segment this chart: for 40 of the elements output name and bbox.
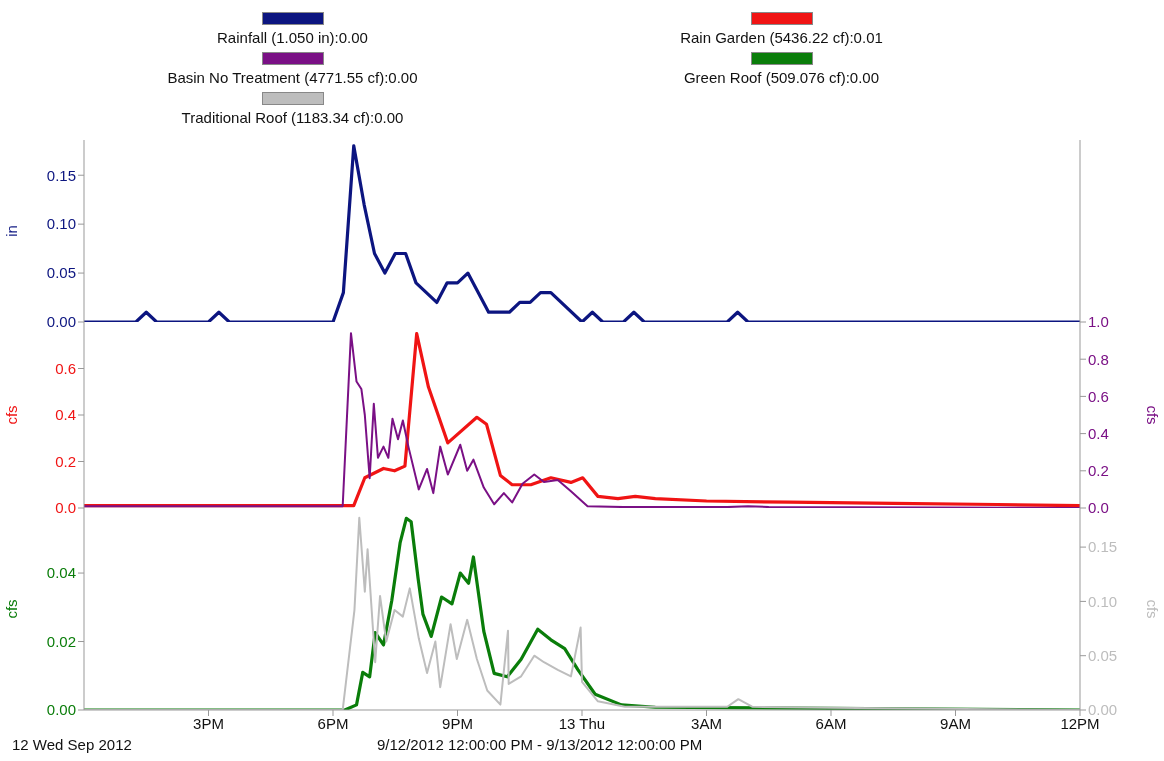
x-tick-label: 9AM bbox=[940, 714, 971, 732]
y-tick-label: 0.00 bbox=[46, 701, 76, 719]
x-tick-label: 13 Thu bbox=[558, 714, 606, 732]
y2-tick-label: 1.0 bbox=[1088, 313, 1109, 331]
y-tick-label: 0.10 bbox=[46, 215, 76, 233]
x-tick-label: 6PM bbox=[317, 714, 349, 732]
y-tick-label: 0.2 bbox=[55, 452, 76, 470]
y2-tick-label: 0.10 bbox=[1088, 592, 1118, 610]
y-axis-title: cfs bbox=[3, 599, 21, 619]
line-series bbox=[84, 144, 1080, 322]
legend-label: Basin No Treatment (4771.55 cf):0.00 bbox=[167, 69, 418, 86]
legend-label: Green Roof (509.076 cf):0.00 bbox=[683, 69, 880, 86]
legend-label: Rainfall (1.050 in):0.00 bbox=[217, 29, 368, 46]
y-axis-title: in bbox=[3, 225, 21, 237]
y-tick-label: 0.0 bbox=[55, 499, 76, 517]
y-tick-label: 0.00 bbox=[46, 313, 76, 331]
y2-tick-label: 0.8 bbox=[1088, 350, 1109, 368]
y2-tick-label: 0.05 bbox=[1088, 647, 1118, 665]
y-tick-label: 0.02 bbox=[46, 632, 76, 650]
y2-tick-label: 0.4 bbox=[1088, 424, 1109, 442]
y2-tick-label: 0.15 bbox=[1088, 538, 1118, 556]
x-tick-label: 6AM bbox=[815, 714, 847, 732]
y-axis-title: cfs bbox=[3, 405, 21, 425]
y-tick-label: 0.04 bbox=[46, 564, 76, 582]
legend-label: Traditional Roof (1183.34 cf):0.00 bbox=[181, 109, 404, 126]
y2-tick-label: 0.0 bbox=[1088, 499, 1109, 517]
y-tick-label: 0.4 bbox=[55, 406, 76, 424]
y-tick-label: 0.6 bbox=[55, 359, 76, 377]
text: 9/12/2012 12:00:00 PM - 9/13/2012 12:00:00 PM bbox=[377, 736, 703, 753]
y2-tick-label: 0.2 bbox=[1088, 462, 1109, 480]
text: 12 Wed Sep 2012 bbox=[11, 736, 133, 753]
y2-tick-label: 0.6 bbox=[1088, 387, 1109, 405]
y-tick-label: 0.05 bbox=[46, 264, 76, 282]
y2-axis-title: cfs bbox=[1143, 599, 1161, 619]
x-tick-label: 3AM bbox=[691, 714, 722, 732]
legend-label: Rain Garden (5436.22 cf):0.01 bbox=[680, 29, 883, 46]
x-tick-label: 3PM bbox=[193, 714, 224, 732]
x-tick-label: 9PM bbox=[442, 714, 473, 732]
y2-axis-title: cfs bbox=[1143, 405, 1161, 425]
y-tick-label: 0.15 bbox=[46, 166, 76, 184]
